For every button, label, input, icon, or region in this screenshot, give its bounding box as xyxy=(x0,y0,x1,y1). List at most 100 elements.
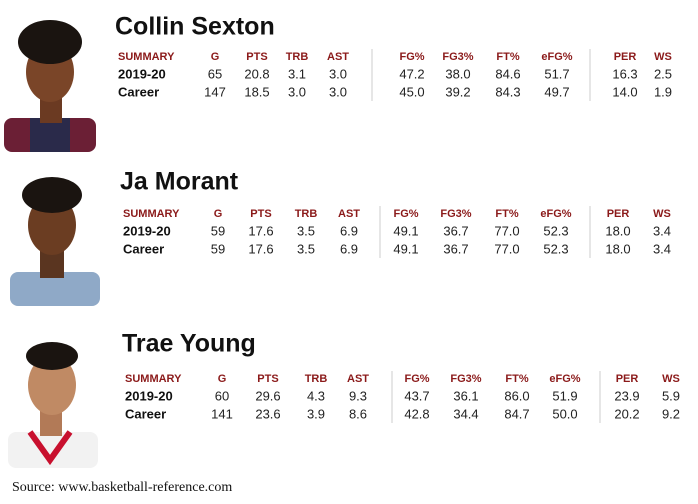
column-header: FT% xyxy=(505,373,528,385)
stat-cell: 4.3 xyxy=(307,388,325,403)
column-header: PER xyxy=(614,51,637,63)
stat-cell: 84.6 xyxy=(495,66,520,81)
stat-cell: 16.3 xyxy=(612,66,637,81)
column-header: FT% xyxy=(495,208,518,220)
stat-cell: 5.9 xyxy=(662,388,680,403)
column-header: FG% xyxy=(399,51,424,63)
stat-cell: 84.7 xyxy=(504,406,529,421)
stat-cell: 3.4 xyxy=(653,223,671,238)
stat-cell: 6.9 xyxy=(340,223,358,238)
stat-cell: 38.0 xyxy=(445,66,470,81)
player-photo xyxy=(10,177,100,306)
stat-cell: 17.6 xyxy=(248,241,273,256)
stat-cell: 43.7 xyxy=(404,388,429,403)
stat-cell: 18.0 xyxy=(605,223,630,238)
column-header: eFG% xyxy=(540,208,571,220)
column-header: PTS xyxy=(246,51,267,63)
stat-cell: 3.9 xyxy=(307,406,325,421)
stat-cell: 18.0 xyxy=(605,241,630,256)
column-header: PTS xyxy=(257,373,278,385)
column-header: WS xyxy=(654,51,672,63)
stat-cell: 9.3 xyxy=(349,388,367,403)
stat-cell: 9.2 xyxy=(662,406,680,421)
stat-cell: 52.3 xyxy=(543,223,568,238)
row-label: 2019-20 xyxy=(123,223,171,238)
column-header: PTS xyxy=(250,208,271,220)
stat-cell: 77.0 xyxy=(494,241,519,256)
player-name: Ja Morant xyxy=(120,168,239,196)
stat-cell: 86.0 xyxy=(504,388,529,403)
stat-cell: 18.5 xyxy=(244,84,269,99)
stat-cell: 39.2 xyxy=(445,84,470,99)
stat-cell: 1.9 xyxy=(654,84,672,99)
stat-cell: 3.4 xyxy=(653,241,671,256)
column-header: SUMMARY xyxy=(123,208,180,220)
stat-cell: 36.7 xyxy=(443,241,468,256)
row-label: Career xyxy=(118,84,159,99)
column-header: FG3% xyxy=(442,51,473,63)
column-header: SUMMARY xyxy=(118,51,175,63)
column-header: eFG% xyxy=(549,373,580,385)
player-name: Trae Young xyxy=(122,330,256,358)
stat-cell: 141 xyxy=(211,406,233,421)
stat-cell: 36.1 xyxy=(453,388,478,403)
column-header: TRB xyxy=(295,208,318,220)
stat-cell: 23.9 xyxy=(614,388,639,403)
stat-cell: 51.9 xyxy=(552,388,577,403)
stat-cell: 51.7 xyxy=(544,66,569,81)
stat-cell: 36.7 xyxy=(443,223,468,238)
column-header: TRB xyxy=(286,51,309,63)
stat-cell: 49.7 xyxy=(544,84,569,99)
stat-cell: 20.8 xyxy=(244,66,269,81)
column-header: AST xyxy=(327,51,349,63)
stat-cell: 3.1 xyxy=(288,66,306,81)
stat-cell: 60 xyxy=(215,388,229,403)
stat-cell: 17.6 xyxy=(248,223,273,238)
column-header: AST xyxy=(347,373,369,385)
stat-cell: 8.6 xyxy=(349,406,367,421)
stat-cell: 59 xyxy=(211,223,225,238)
column-header: WS xyxy=(653,208,671,220)
stat-cell: 77.0 xyxy=(494,223,519,238)
source: Source: www.basketball-reference.com xyxy=(12,480,232,495)
column-header: AST xyxy=(338,208,360,220)
stat-cell: 34.4 xyxy=(453,406,478,421)
stat-cell: 42.8 xyxy=(404,406,429,421)
stat-cell: 147 xyxy=(204,84,226,99)
stat-cell: 49.1 xyxy=(393,241,418,256)
stat-cell: 29.6 xyxy=(255,388,280,403)
player-name: Collin Sexton xyxy=(115,13,275,41)
stat-cell: 49.1 xyxy=(393,223,418,238)
stat-cell: 3.5 xyxy=(297,241,315,256)
stat-cell: 20.2 xyxy=(614,406,639,421)
stat-cell: 59 xyxy=(211,241,225,256)
column-header: WS xyxy=(662,373,680,385)
stat-cell: 65 xyxy=(208,66,222,81)
stat-cell: 45.0 xyxy=(399,84,424,99)
stat-cell: 3.5 xyxy=(297,223,315,238)
column-header: FG% xyxy=(404,373,429,385)
stat-cell: 23.6 xyxy=(255,406,280,421)
stat-cell: 3.0 xyxy=(329,66,347,81)
column-header: FG3% xyxy=(450,373,481,385)
row-label: 2019-20 xyxy=(125,388,173,403)
column-header: FT% xyxy=(496,51,519,63)
stat-cell: 52.3 xyxy=(543,241,568,256)
column-header: FG% xyxy=(393,208,418,220)
stat-cell: 50.0 xyxy=(552,406,577,421)
stat-cell: 3.0 xyxy=(288,84,306,99)
stat-cell: 3.0 xyxy=(329,84,347,99)
player-photo xyxy=(8,342,98,468)
column-header: G xyxy=(218,373,227,385)
column-header: PER xyxy=(607,208,630,220)
stat-cell: 47.2 xyxy=(399,66,424,81)
stat-cell: 84.3 xyxy=(495,84,520,99)
column-header: G xyxy=(214,208,223,220)
player-photo xyxy=(4,20,96,152)
row-label: Career xyxy=(125,406,166,421)
column-header: PER xyxy=(616,373,639,385)
column-header: eFG% xyxy=(541,51,572,63)
row-label: 2019-20 xyxy=(118,66,166,81)
column-header: G xyxy=(211,51,220,63)
